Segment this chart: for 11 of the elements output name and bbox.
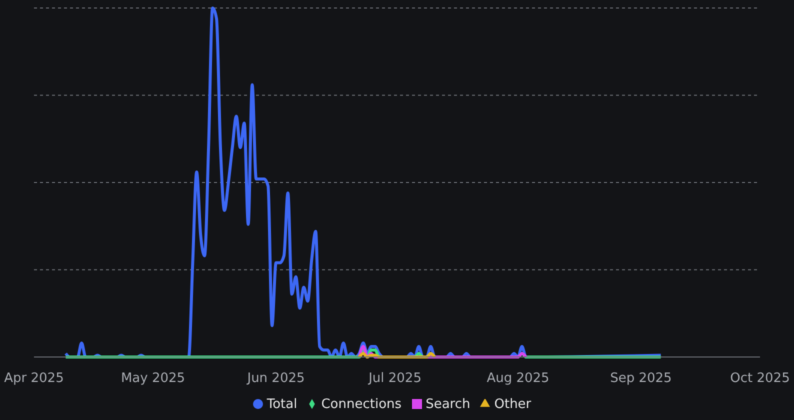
x-tick-label: Apr 2025	[4, 371, 64, 386]
legend-label: Connections	[321, 397, 402, 412]
x-tick-label: Jul 2025	[368, 371, 422, 386]
x-tick-label: Oct 2025	[730, 371, 790, 386]
legend-label: Other	[494, 397, 532, 412]
x-tick-label: May 2025	[120, 371, 186, 386]
x-tick-label: Jun 2025	[246, 371, 305, 386]
x-tick-label: Sep 2025	[610, 371, 672, 386]
legend-label: Total	[266, 397, 298, 412]
legend-label: Search	[426, 397, 470, 412]
x-tick-label: Aug 2025	[486, 371, 550, 386]
